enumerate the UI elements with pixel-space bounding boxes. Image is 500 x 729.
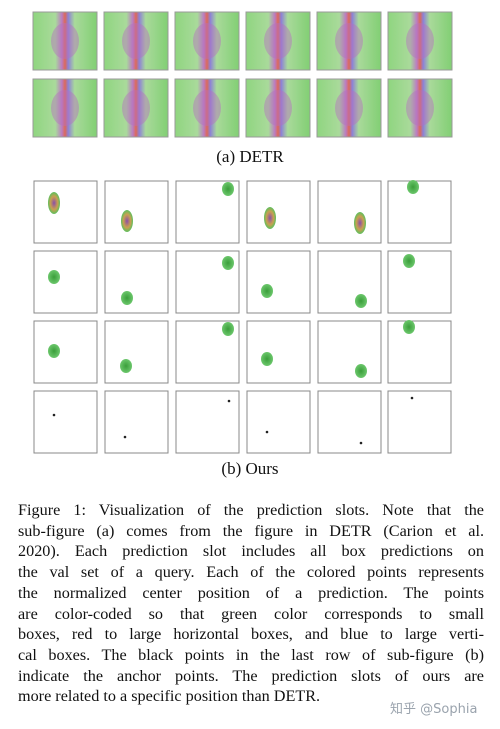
slot-cluster <box>261 284 273 298</box>
caption-line: Figure 1: Visualization of the predictio… <box>18 501 484 519</box>
ours-panel <box>317 320 382 384</box>
ours-panel <box>317 390 382 454</box>
detr-panel <box>245 11 311 71</box>
figure-panels <box>32 11 453 454</box>
slot-cluster <box>355 364 367 378</box>
subfigure-label: (a) DETR <box>216 147 284 166</box>
detr-cloud <box>51 23 79 59</box>
detr-panel <box>103 11 169 71</box>
slot-cluster <box>407 180 419 194</box>
anchor-point <box>227 399 231 403</box>
slot-cluster <box>222 256 234 270</box>
detr-panel <box>103 78 169 138</box>
caption-line: are color-coded so that green color corr… <box>18 604 484 623</box>
detr-panel <box>316 78 382 138</box>
slot-cluster <box>48 344 60 358</box>
caption-line: sub-figure (a) comes from the figure in … <box>18 521 484 540</box>
caption-line: boxes, red to large horizontal boxes, an… <box>18 625 484 644</box>
ours-panel <box>246 320 311 384</box>
caption: Figure 1: Visualization of the predictio… <box>18 500 484 707</box>
ours-panel <box>246 250 311 314</box>
slot-cluster <box>48 270 60 284</box>
detr-cloud <box>122 90 150 126</box>
caption-line: 2020). Each prediction slot includes all… <box>18 542 484 561</box>
detr-panel <box>32 11 98 71</box>
ours-panel <box>387 180 452 244</box>
detr-panel <box>32 78 98 138</box>
slot-cluster <box>121 291 133 305</box>
anchor-point <box>265 430 269 434</box>
detr-panel <box>245 78 311 138</box>
detr-panel <box>387 78 453 138</box>
slot-cluster <box>354 212 366 234</box>
ours-panel <box>104 320 169 384</box>
ours-panel <box>246 390 311 454</box>
detr-cloud <box>406 23 434 59</box>
detr-cloud <box>264 23 292 59</box>
subfigure-label: (b) Ours <box>221 459 279 478</box>
slot-cluster <box>261 352 273 366</box>
anchor-point <box>52 413 56 417</box>
detr-panel <box>174 11 240 71</box>
watermark: 知乎 @Sophia <box>390 702 478 717</box>
detr-cloud <box>335 90 363 126</box>
slot-cluster <box>222 182 234 196</box>
slot-cluster <box>121 210 133 232</box>
ours-panel <box>317 250 382 314</box>
caption-line: cal boxes. The black points in the last … <box>18 645 484 664</box>
ours-panel <box>387 320 452 384</box>
slot-cluster <box>403 254 415 268</box>
ours-panel <box>33 250 98 314</box>
anchor-point <box>410 396 414 400</box>
ours-panel <box>33 180 98 244</box>
ours-panel <box>387 250 452 314</box>
ours-panel <box>33 320 98 384</box>
slot-cluster <box>120 359 132 373</box>
slot-cluster <box>222 322 234 336</box>
anchor-point <box>123 435 127 439</box>
caption-line: more related to a specific position than… <box>18 687 321 706</box>
detr-cloud <box>335 23 363 59</box>
detr-cloud <box>264 90 292 126</box>
slot-cluster <box>403 320 415 334</box>
ours-panel <box>104 390 169 454</box>
ours-panel <box>33 390 98 454</box>
caption-line: indicate the anchor points. The predicti… <box>18 666 484 685</box>
detr-panel <box>316 11 382 71</box>
ours-panel <box>387 390 452 454</box>
detr-cloud <box>406 90 434 126</box>
ours-panel <box>246 180 311 244</box>
slot-cluster <box>264 207 276 229</box>
ours-panel <box>104 180 169 244</box>
slot-cluster <box>48 192 60 214</box>
slot-cluster <box>355 294 367 308</box>
ours-panel <box>317 180 382 244</box>
detr-cloud <box>193 23 221 59</box>
detr-cloud <box>51 90 79 126</box>
anchor-point <box>359 441 363 445</box>
caption-line: the normalized center position of a pred… <box>18 583 484 602</box>
caption-line: the val set of a query. Each of the colo… <box>18 563 484 582</box>
detr-panel <box>387 11 453 71</box>
ours-panel <box>104 250 169 314</box>
detr-cloud <box>122 23 150 59</box>
detr-panel <box>174 78 240 138</box>
detr-cloud <box>193 90 221 126</box>
